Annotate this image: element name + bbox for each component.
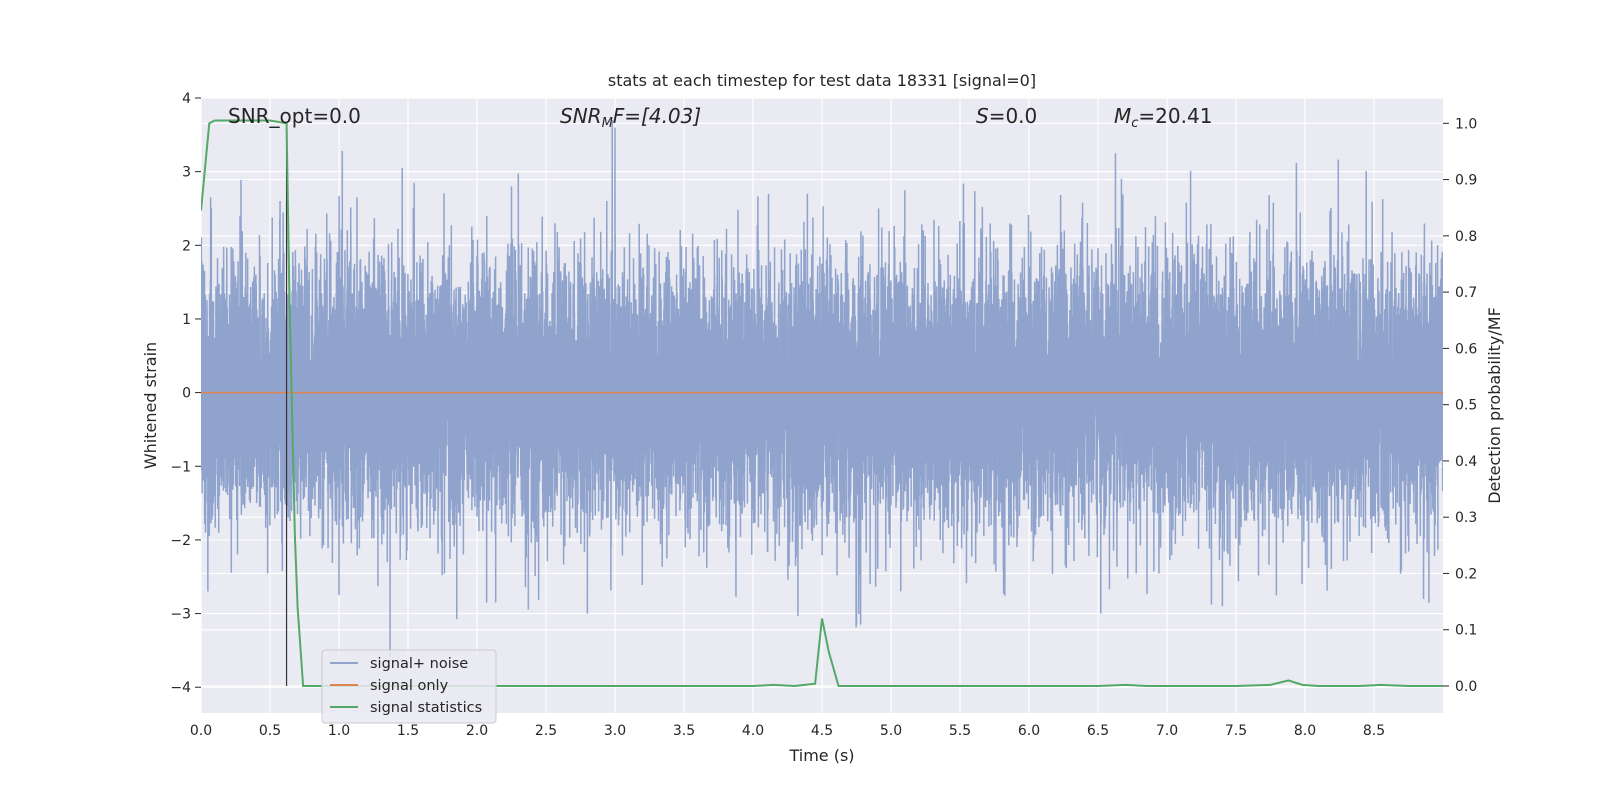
annotation-mc: Mc=20.41 xyxy=(1114,104,1212,131)
x-tick-label: 0.5 xyxy=(259,723,281,739)
y2-tick-label: 0.2 xyxy=(1455,566,1477,582)
y2-tick-label: 0.8 xyxy=(1455,229,1477,245)
x-tick-label: 2.0 xyxy=(466,723,488,739)
y2-tick-label: 0.7 xyxy=(1455,285,1477,301)
x-tick-label: 3.5 xyxy=(673,723,695,739)
series-signal-noise-group xyxy=(201,120,1443,658)
x-tick-label: 5.0 xyxy=(880,723,902,739)
annotation-snr-mf-rest: F=[4.03] xyxy=(613,104,701,128)
series-signal-statistics xyxy=(201,119,1443,687)
y-tick-labels: 4 3 2 1 0 −1 −2 −3 −4 xyxy=(170,91,201,696)
x-tick-label: 1.5 xyxy=(397,723,419,739)
chart-title: stats at each timestep for test data 183… xyxy=(608,71,1036,90)
y2-tick-label: 0.9 xyxy=(1455,173,1477,189)
annotation-s-rest: =0.0 xyxy=(989,104,1038,128)
x-tick-label: 7.0 xyxy=(1156,723,1178,739)
annotation-mc-sub: c xyxy=(1131,116,1138,131)
annotation-snr-mf-sub: M xyxy=(602,116,613,131)
x-tick-label: 6.5 xyxy=(1087,723,1109,739)
x-tick-label: 7.5 xyxy=(1225,723,1247,739)
legend-label-signal-statistics: signal statistics xyxy=(370,700,482,716)
y-tick-label: −3 xyxy=(170,607,191,623)
y-tick-label: −1 xyxy=(170,459,191,475)
series-signal-noise xyxy=(201,120,1443,658)
x-tick-labels: 0.0 0.5 1.0 1.5 2.0 2.5 3.0 3.5 4.0 4.5 5.0 5.5 6.0 6… xyxy=(190,723,1385,739)
y2-tick-label: 0.0 xyxy=(1455,679,1477,695)
legend-item-signal-noise: signal+ noise xyxy=(330,656,468,672)
x-tick-label: 5.5 xyxy=(949,723,971,739)
annotation-mc-rest: =20.41 xyxy=(1138,104,1212,128)
x-tick-label: 4.5 xyxy=(811,723,833,739)
y2-tick-label: 0.3 xyxy=(1455,510,1477,526)
y2-axis-label: Detection probability/MF xyxy=(1485,307,1504,504)
y-tick-label: 3 xyxy=(182,165,191,181)
y-axis-label: Whitened strain xyxy=(141,342,160,469)
annotation-snr-opt: SNR_opt=0.0 xyxy=(228,104,361,128)
legend-frame xyxy=(321,649,497,724)
x-tick-label: 4.0 xyxy=(742,723,764,739)
annotation-s-main: S xyxy=(976,104,989,128)
legend-label-signal-noise: signal+ noise xyxy=(370,656,468,672)
annotation-snr-mf: SNRMF=[4.03] xyxy=(560,104,701,131)
y2-tick-label: 0.5 xyxy=(1455,398,1477,414)
y2-tick-label: 1.0 xyxy=(1455,116,1477,132)
legend-item-signal-only: signal only xyxy=(330,678,449,694)
y-tick-label: 1 xyxy=(182,312,191,328)
x-tick-label: 0.0 xyxy=(190,723,212,739)
annotation-snr-mf-main: SNR xyxy=(560,104,602,128)
legend-label-signal-only: signal only xyxy=(370,678,449,694)
y-tick-label: 2 xyxy=(182,238,191,254)
y-tick-label: −2 xyxy=(170,533,191,549)
x-tick-label: 3.0 xyxy=(604,723,626,739)
y-tick-label: −4 xyxy=(170,680,191,696)
y-tick-label: 4 xyxy=(182,91,191,107)
y2-tick-label: 0.4 xyxy=(1455,454,1477,470)
x-axis-label: Time (s) xyxy=(788,746,854,765)
x-tick-label: 8.0 xyxy=(1294,723,1316,739)
legend: signal+ noise signal only signal statist… xyxy=(321,649,497,724)
annotation-mc-main: M xyxy=(1114,104,1131,128)
y-tick-label: 0 xyxy=(182,386,191,402)
x-tick-label: 8.5 xyxy=(1363,723,1385,739)
y2-tick-label: 0.6 xyxy=(1455,341,1477,357)
y2-tick-labels: 1.0 0.9 0.8 0.7 0.6 0.5 0.4 0.3 0.2 0.1 0.0 xyxy=(1443,116,1477,695)
x-tick-label: 6.0 xyxy=(1018,723,1040,739)
y2-tick-label: 0.1 xyxy=(1455,623,1477,639)
x-tick-label: 1.0 xyxy=(328,723,350,739)
annotation-s: S=0.0 xyxy=(976,104,1037,128)
legend-item-signal-statistics: signal statistics xyxy=(330,700,482,716)
x-tick-label: 2.5 xyxy=(535,723,557,739)
